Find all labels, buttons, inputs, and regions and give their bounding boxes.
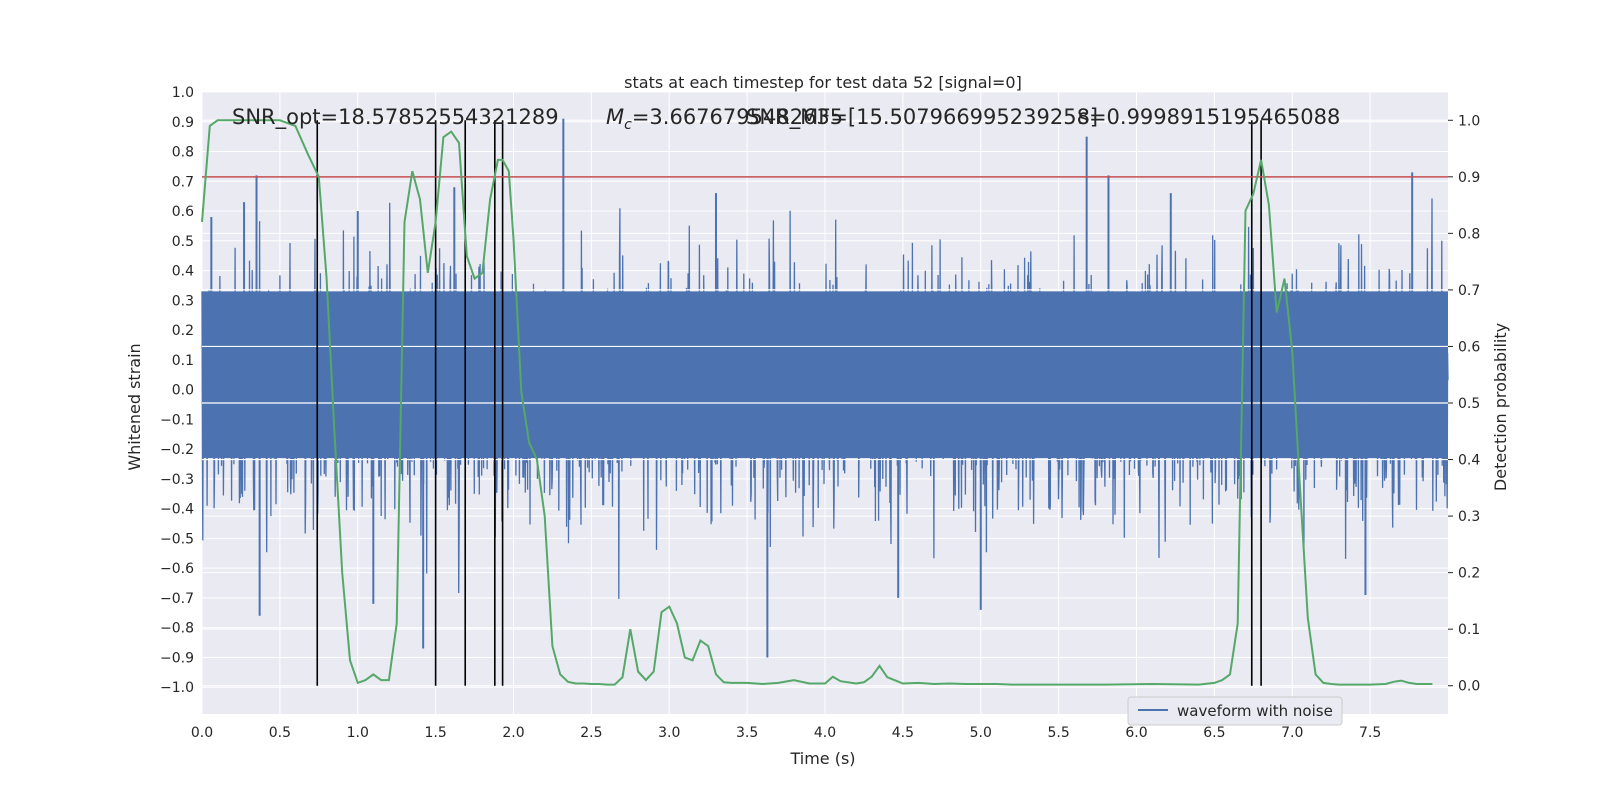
y2-tick-label: 0.0: [1458, 679, 1480, 695]
annotation-mc-value: =3.6676795482635: [632, 105, 843, 129]
tick-labels: 0.0 0.5 1.0 1.5 2.0 2.5 3.0 3.5 4.0 4.5 5.0 5.5 6.0 6…: [160, 85, 1480, 741]
legend-box: [1127, 696, 1343, 726]
x-tick-label: 1.5: [424, 725, 446, 741]
x-tick-label: 7.0: [1281, 725, 1303, 741]
y-tick-label: −0.6: [160, 561, 194, 577]
x-tick-label: 2.0: [502, 725, 524, 741]
y2-tick-label: 0.8: [1458, 226, 1480, 242]
y2-tick-label: 1.0: [1458, 113, 1480, 129]
chart-title: stats at each timestep for test data 52 …: [624, 73, 1022, 92]
x-tick-label: 1.0: [347, 725, 369, 741]
x-tick-label: 3.0: [658, 725, 680, 741]
x-axis-label: Time (s): [789, 749, 855, 768]
y-tick-label: 0.3: [172, 293, 194, 309]
x-tick-label: 5.5: [1047, 725, 1069, 741]
y-tick-label: −0.7: [160, 591, 194, 607]
y2-tick-label: 0.4: [1458, 453, 1480, 469]
y-tick-label: 0.4: [172, 264, 194, 280]
y-tick-label: −0.9: [160, 650, 194, 666]
y-tick-label: −0.8: [160, 621, 194, 637]
y-tick-label: 1.0: [172, 85, 194, 101]
y2-tick-label: 0.9: [1458, 170, 1480, 186]
annotation-snr-mf: SNR_MF=[15.507966995239258]: [746, 105, 1098, 130]
x-tick-label: 0.0: [191, 725, 213, 741]
probability-series: [201, 119, 1433, 686]
y-tick-label: −0.1: [160, 412, 194, 428]
y-tick-label: 0.1: [172, 353, 194, 369]
x-tick-label: 6.5: [1203, 725, 1225, 741]
x-tick-label: 3.5: [736, 725, 758, 741]
annotation-mc: Mc=3.6676795482635: [606, 105, 843, 133]
legend-label: waveform with noise: [1177, 702, 1333, 720]
annotation-mc-symbol: M: [606, 105, 624, 129]
x-tick-label: 4.5: [892, 725, 914, 741]
annotation-mc-subscript: c: [624, 117, 632, 133]
y-tick-label: 0.7: [172, 174, 194, 190]
y2-axis-label: Detection probability: [1491, 323, 1510, 491]
waveform-core-band: [202, 291, 1448, 459]
y-tick-label: 0.8: [172, 145, 194, 161]
y-tick-label: 0.9: [172, 115, 194, 131]
waveform-series: [201, 118, 1449, 658]
annotation-s: s=0.9998915195465088: [1078, 105, 1340, 129]
y2-tick-label: 0.5: [1458, 396, 1480, 412]
y2-tick-label: 0.1: [1458, 622, 1480, 638]
legend: waveform with noise: [1127, 696, 1343, 726]
x-tick-label: 2.5: [580, 725, 602, 741]
x-tick-label: 5.0: [970, 725, 992, 741]
y2-tick-label: 0.3: [1458, 509, 1480, 525]
y2-tick-label: 0.6: [1458, 339, 1480, 355]
annotation-snr-opt: SNR_opt=18.57852554321289: [232, 105, 559, 130]
vertical-markers: [316, 120, 1262, 686]
y-axis-label: Whitened strain: [125, 343, 144, 470]
x-tick-label: 7.5: [1359, 725, 1381, 741]
y-tick-label: 0.0: [172, 383, 194, 399]
y-tick-label: 0.6: [172, 204, 194, 220]
y-tick-label: −1.0: [160, 680, 194, 696]
y-tick-label: −0.4: [160, 502, 194, 518]
y-tick-label: 0.2: [172, 323, 194, 339]
x-tick-label: 0.5: [269, 725, 291, 741]
probability-line: [201, 119, 1433, 686]
x-tick-label: 4.0: [814, 725, 836, 741]
y-tick-label: 0.5: [172, 234, 194, 250]
y-tick-label: −0.5: [160, 531, 194, 547]
x-tick-label: 6.0: [1125, 725, 1147, 741]
y2-tick-label: 0.7: [1458, 283, 1480, 299]
y-tick-label: −0.3: [160, 472, 194, 488]
y-tick-label: −0.2: [160, 442, 194, 458]
y2-tick-label: 0.2: [1458, 566, 1480, 582]
